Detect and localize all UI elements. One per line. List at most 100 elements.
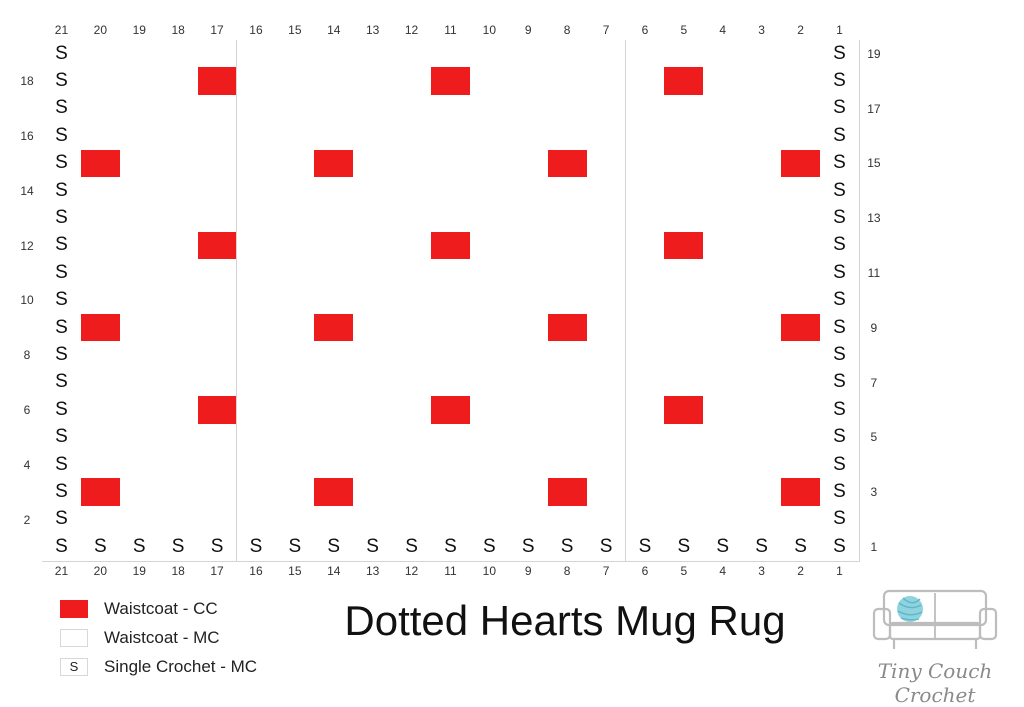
mc-cell	[431, 341, 471, 370]
sc-cell: S	[703, 533, 744, 562]
cc-cell	[314, 478, 355, 507]
mc-cell	[197, 177, 238, 206]
mc-cell	[703, 149, 744, 178]
mc-cell	[158, 341, 199, 370]
mc-cell	[703, 67, 744, 96]
mc-cell	[703, 396, 744, 425]
mc-cell	[625, 259, 666, 288]
mc-cell	[236, 505, 277, 535]
mc-cell	[469, 478, 510, 507]
cc-cell	[80, 478, 121, 507]
mc-cell	[469, 314, 510, 343]
mc-cell	[392, 94, 432, 124]
mc-cell	[158, 259, 199, 288]
sc-cell: S	[469, 533, 510, 562]
mc-cell	[275, 40, 316, 69]
mc-cell	[197, 94, 238, 124]
mc-cell	[664, 177, 705, 206]
sc-cell: S	[392, 533, 432, 562]
sc-cell: S	[820, 423, 860, 452]
mc-cell	[80, 94, 121, 124]
legend-label-mc: Waistcoat - MC	[104, 627, 220, 647]
mc-cell	[236, 259, 277, 288]
mc-cell	[508, 478, 549, 507]
mc-cell	[508, 505, 549, 535]
mc-cell	[314, 40, 355, 69]
cc-cell	[547, 149, 588, 178]
sc-cell: S	[42, 204, 82, 233]
mc-cell	[392, 341, 432, 370]
sc-cell: S	[664, 533, 705, 562]
mc-cell	[353, 259, 394, 288]
mc-cell	[508, 149, 549, 178]
mc-cell	[80, 505, 121, 535]
mc-cell	[781, 341, 821, 370]
column-number-bottom: 13	[365, 563, 380, 578]
mc-cell	[742, 505, 783, 535]
mc-cell	[158, 423, 199, 452]
mc-cell	[742, 451, 783, 480]
mc-cell	[314, 67, 355, 96]
mc-cell	[119, 368, 160, 398]
legend-item-cc: Waistcoat - CC	[60, 594, 257, 623]
mc-cell	[508, 423, 549, 452]
mc-cell	[392, 231, 432, 261]
mc-cell	[314, 341, 355, 370]
legend: Waistcoat - CC Waistcoat - MC S Single C…	[60, 594, 257, 681]
mc-cell	[392, 67, 432, 96]
mc-cell	[625, 505, 666, 535]
mc-cell	[547, 122, 588, 151]
mc-cell	[392, 149, 432, 178]
column-number-top: 3	[758, 23, 765, 37]
sc-cell: S	[547, 533, 588, 562]
mc-cell	[119, 286, 160, 315]
mc-cell	[197, 368, 238, 398]
column-number-bottom: 17	[210, 563, 224, 578]
mc-cell	[275, 505, 316, 535]
mc-cell	[508, 231, 549, 261]
mc-cell	[547, 177, 588, 206]
mc-cell	[158, 505, 199, 535]
mc-cell	[80, 204, 121, 233]
mc-cell	[119, 149, 160, 178]
mc-cell	[80, 286, 121, 315]
column-number-top: 6	[641, 23, 649, 37]
mc-cell	[664, 149, 705, 178]
mc-cell	[119, 122, 160, 151]
mc-cell	[469, 67, 510, 96]
cc-cell	[781, 314, 821, 343]
mc-cell	[703, 451, 744, 480]
mc-cell	[431, 122, 471, 151]
column-number-top: 19	[132, 23, 146, 37]
column-number-top: 16	[249, 23, 263, 37]
mc-cell	[80, 67, 121, 96]
mc-cell	[586, 122, 627, 151]
mc-cell	[158, 451, 199, 480]
mc-cell	[236, 204, 277, 233]
mc-cell	[625, 94, 666, 124]
mc-cell	[80, 396, 121, 425]
mc-cell	[469, 149, 510, 178]
mc-cell	[275, 478, 316, 507]
mc-cell	[742, 368, 783, 398]
mc-cell	[431, 478, 471, 507]
sc-cell: S	[80, 533, 121, 562]
mc-cell	[625, 177, 666, 206]
mc-cell	[80, 40, 121, 69]
sc-cell: S	[42, 122, 82, 151]
mc-cell	[586, 423, 627, 452]
legend-label-sc: Single Crochet - MC	[104, 656, 258, 676]
mc-cell	[431, 368, 471, 398]
cc-swatch	[60, 599, 88, 618]
mc-cell	[119, 40, 160, 69]
mc-cell	[80, 259, 121, 288]
column-number-top: 11	[444, 23, 457, 37]
sc-cell: S	[119, 533, 160, 562]
mc-cell	[625, 341, 666, 370]
mc-cell	[80, 341, 121, 370]
mc-cell	[431, 286, 471, 315]
mc-cell	[586, 505, 627, 535]
mc-cell	[742, 341, 783, 370]
mc-cell	[353, 149, 394, 178]
mc-cell	[664, 40, 705, 69]
